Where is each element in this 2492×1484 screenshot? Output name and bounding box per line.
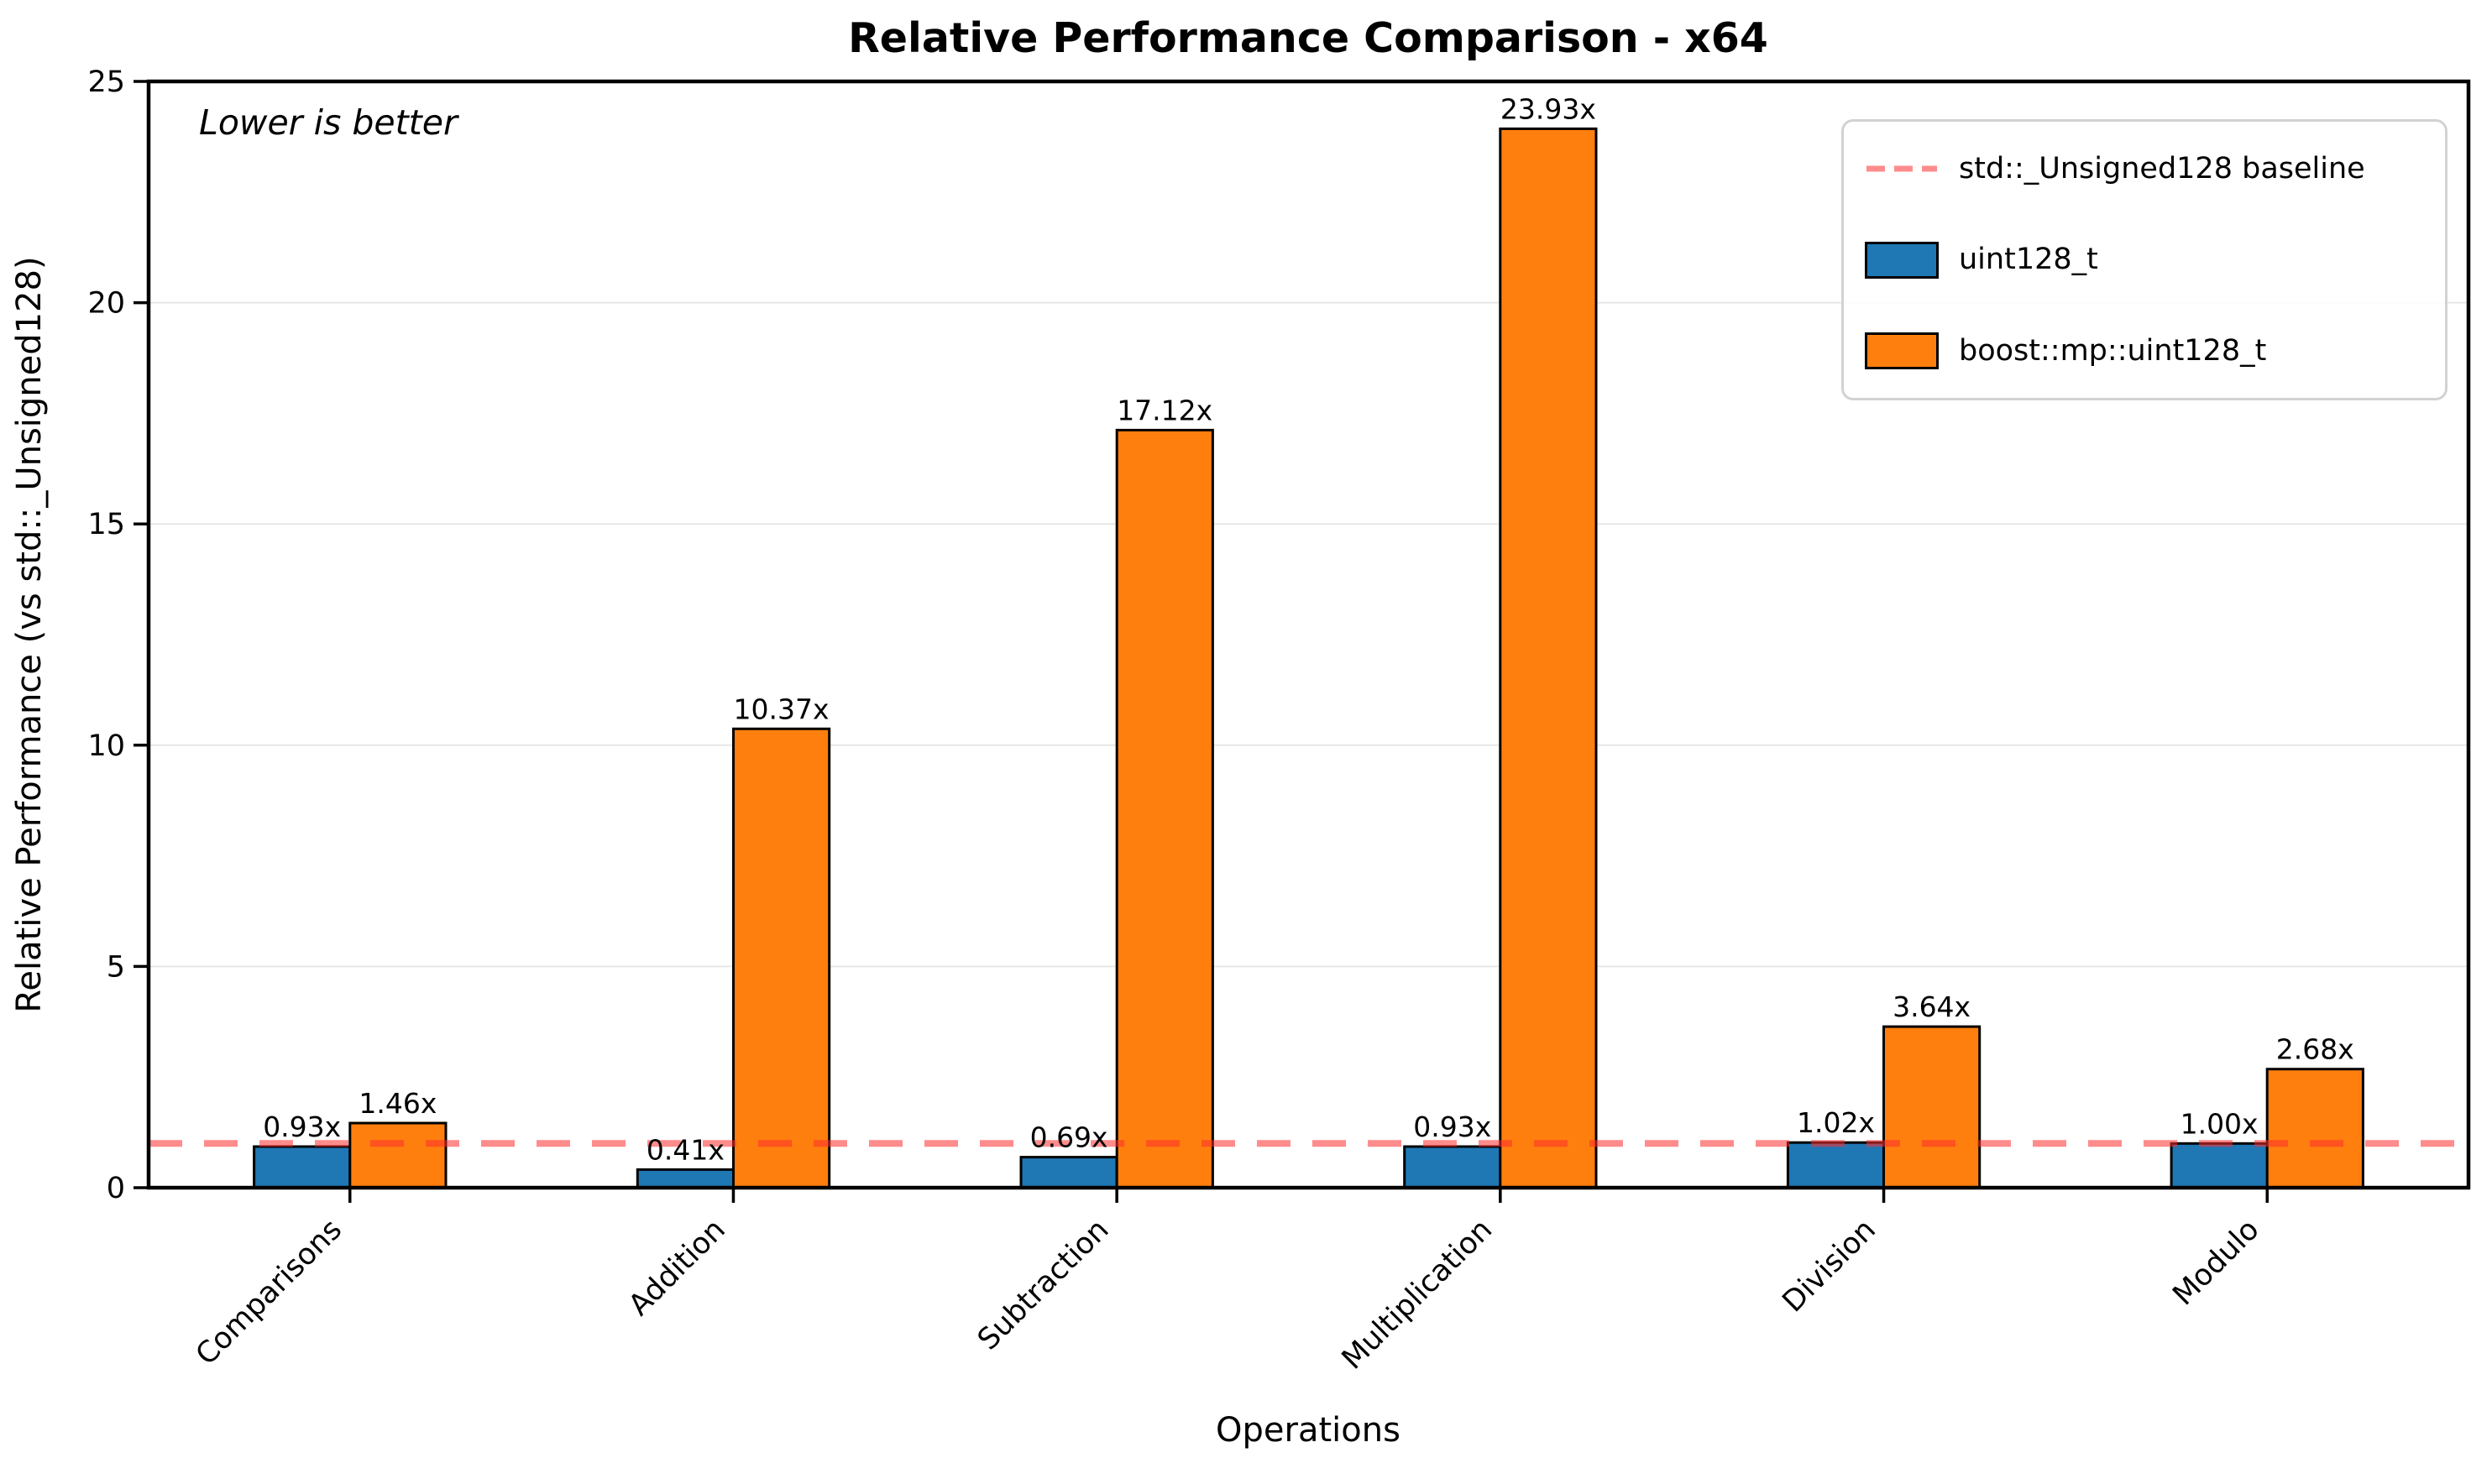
legend-row-baseline: std::_Unsigned128 baseline xyxy=(1865,144,2424,194)
bar-boost-mp-uint128-t-modulo xyxy=(2265,1068,2364,1189)
bar-label-uint128-t-modulo: 1.00x xyxy=(2180,1107,2259,1140)
x-tick-label-division: Division xyxy=(1777,1213,1882,1319)
bar-uint128-t-modulo xyxy=(2170,1142,2269,1189)
bar-label-boost-mp-uint128-t-modulo: 2.68x xyxy=(2276,1033,2354,1066)
bar-uint128-t-subtraction xyxy=(1019,1156,1118,1189)
x-axis-label: Operations xyxy=(1216,1411,1400,1450)
bars xyxy=(253,127,2364,1189)
bar-boost-mp-uint128-t-subtraction xyxy=(1115,428,1214,1189)
bar-boost-mp-uint128-t-addition xyxy=(732,727,831,1189)
x-tick-label-comparisons: Comparisons xyxy=(190,1213,348,1372)
y-tick-label-25: 25 xyxy=(87,65,125,99)
legend-row-boost: boost::mp::uint128_t xyxy=(1865,326,2424,376)
bar-label-uint128-t-comparisons: 0.93x xyxy=(263,1110,341,1143)
bar-label-boost-mp-uint128-t-addition: 10.37x xyxy=(733,692,829,725)
bar-boost-mp-uint128-t-comparisons xyxy=(348,1121,448,1189)
bar-boost-mp-uint128-t-division xyxy=(1882,1025,1982,1189)
legend: std::_Unsigned128 baseline uint128_t boo… xyxy=(1841,119,2448,400)
y-tick-label-15: 15 xyxy=(87,508,125,541)
orange-swatch-icon xyxy=(1865,332,1939,369)
bar-uint128-t-comparisons xyxy=(253,1145,352,1189)
y-tick-label-10: 10 xyxy=(87,729,125,763)
bar-uint128-t-division xyxy=(1786,1141,1886,1189)
bar-label-uint128-t-division: 1.02x xyxy=(1797,1106,1875,1139)
legend-row-uint128: uint128_t xyxy=(1865,235,2424,285)
chart-title: Relative Performance Comparison - x64 xyxy=(848,14,1768,62)
legend-label-uint128: uint128_t xyxy=(1959,243,2098,276)
bar-label-uint128-t-subtraction: 0.69x xyxy=(1030,1121,1108,1154)
x-tick-label-addition: Addition xyxy=(622,1213,731,1322)
x-tick-label-subtraction: Subtraction xyxy=(971,1213,1115,1356)
bar-label-boost-mp-uint128-t-multiplication: 23.93x xyxy=(1500,92,1596,125)
bar-label-uint128-t-multiplication: 0.93x xyxy=(1413,1110,1491,1143)
lower-is-better-annotation: Lower is better xyxy=(199,102,459,143)
blue-swatch-icon xyxy=(1865,241,1939,279)
bar-boost-mp-uint128-t-multiplication xyxy=(1499,127,1598,1189)
bar-uint128-t-addition xyxy=(636,1168,735,1189)
bar-uint128-t-multiplication xyxy=(1403,1145,1502,1189)
x-tick-label-multiplication: Multiplication xyxy=(1336,1213,1499,1376)
bar-label-boost-mp-uint128-t-subtraction: 17.12x xyxy=(1117,394,1212,426)
y-tick-label-20: 20 xyxy=(87,287,125,321)
plot-border xyxy=(146,79,2471,1190)
bar-label-uint128-t-addition: 0.41x xyxy=(647,1133,725,1166)
bar-value-labels: 0.93x 1.46x 0.41x 10.37x 0.69x 17.12x 0.93x 23.… xyxy=(263,92,2354,1166)
legend-label-boost: boost::mp::uint128_t xyxy=(1959,333,2267,368)
y-axis-label: Relative Performance (vs std::_Unsigned1… xyxy=(10,256,49,1012)
y-tick-label-0: 0 xyxy=(107,1172,125,1205)
bar-label-boost-mp-uint128-t-comparisons: 1.46x xyxy=(359,1087,437,1120)
bar-label-boost-mp-uint128-t-division: 3.64x xyxy=(1893,990,1971,1023)
dashed-line-icon xyxy=(1866,165,1937,172)
legend-label-baseline: std::_Unsigned128 baseline xyxy=(1959,151,2365,186)
x-tick-label-modulo: Modulo xyxy=(2166,1213,2265,1312)
y-tick-label-5: 5 xyxy=(107,950,125,984)
